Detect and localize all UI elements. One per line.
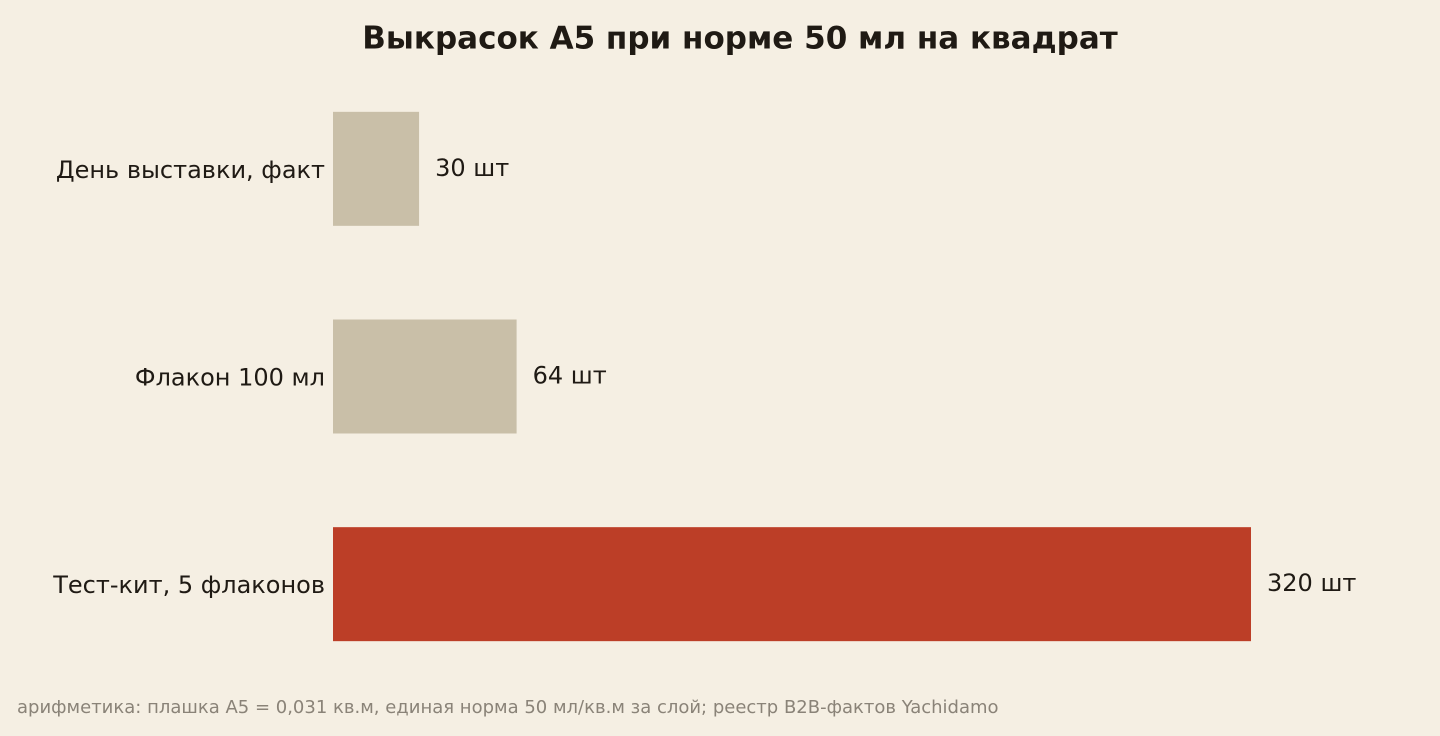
value-label: 320 шт (1267, 569, 1356, 597)
bar (333, 319, 517, 434)
category-label: День выставки, факт (56, 156, 325, 184)
bar (333, 527, 1251, 642)
category-label: Тест-кит, 5 флаконов (52, 571, 325, 599)
value-label: 30 шт (435, 154, 509, 182)
bar (333, 111, 420, 226)
category-label: Флакон 100 мл (135, 364, 325, 392)
chart-title: Выкрасок А5 при норме 50 мл на квадрат (362, 21, 1117, 57)
value-label: 64 шт (533, 362, 607, 390)
source-note: арифметика: плашка А5 = 0,031 кв.м, един… (17, 697, 999, 718)
